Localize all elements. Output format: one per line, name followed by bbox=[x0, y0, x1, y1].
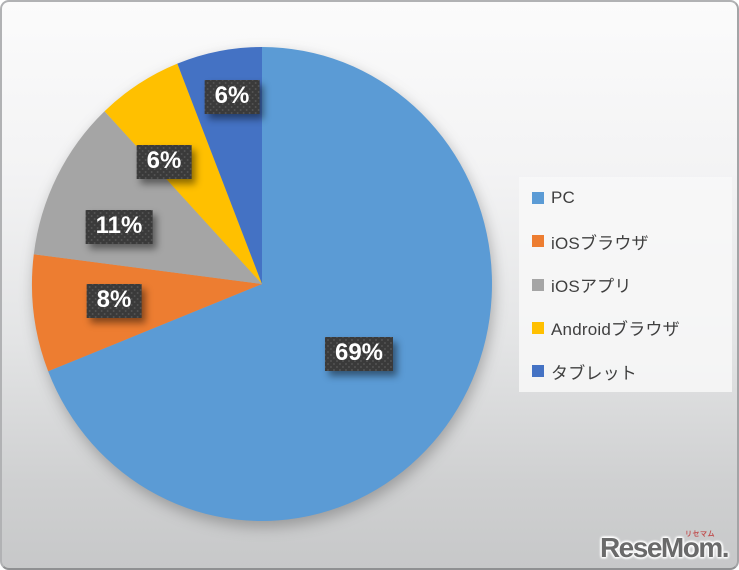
legend-item-3: Androidブラウザ bbox=[532, 316, 722, 340]
resemom-watermark-logo: リセマム ReseMom. bbox=[599, 531, 730, 564]
legend-swatch-icon bbox=[532, 278, 544, 291]
legend-item-0: PC bbox=[532, 186, 722, 210]
legend-item-1: iOSブラウザ bbox=[532, 229, 722, 253]
legend: PC iOSブラウザ iOSアプリ Androidブラウザ タブレット bbox=[519, 177, 732, 392]
watermark-ruby-text: リセマム bbox=[685, 531, 715, 538]
pie-slice-3 bbox=[104, 63, 262, 284]
pie-slice-1 bbox=[31, 254, 263, 372]
legend-swatch-icon bbox=[532, 235, 544, 248]
watermark-text: ReseMom bbox=[599, 532, 723, 563]
legend-label: iOSアプリ bbox=[551, 277, 632, 296]
legend-swatch-icon bbox=[532, 192, 544, 204]
legend-label: タブレット bbox=[551, 363, 637, 383]
legend-label: PC bbox=[551, 188, 576, 207]
legend-item-4: タブレット bbox=[532, 359, 722, 383]
legend-item-2: iOSアプリ bbox=[532, 273, 722, 297]
watermark-suffix: . bbox=[721, 532, 730, 563]
pie-slice-2 bbox=[33, 111, 262, 284]
legend-label: Androidブラウザ bbox=[551, 320, 680, 340]
legend-swatch-icon bbox=[532, 321, 544, 334]
legend-swatch-icon bbox=[532, 365, 544, 377]
pie-slice-0 bbox=[48, 47, 492, 521]
legend-label: iOSブラウザ bbox=[551, 233, 649, 253]
